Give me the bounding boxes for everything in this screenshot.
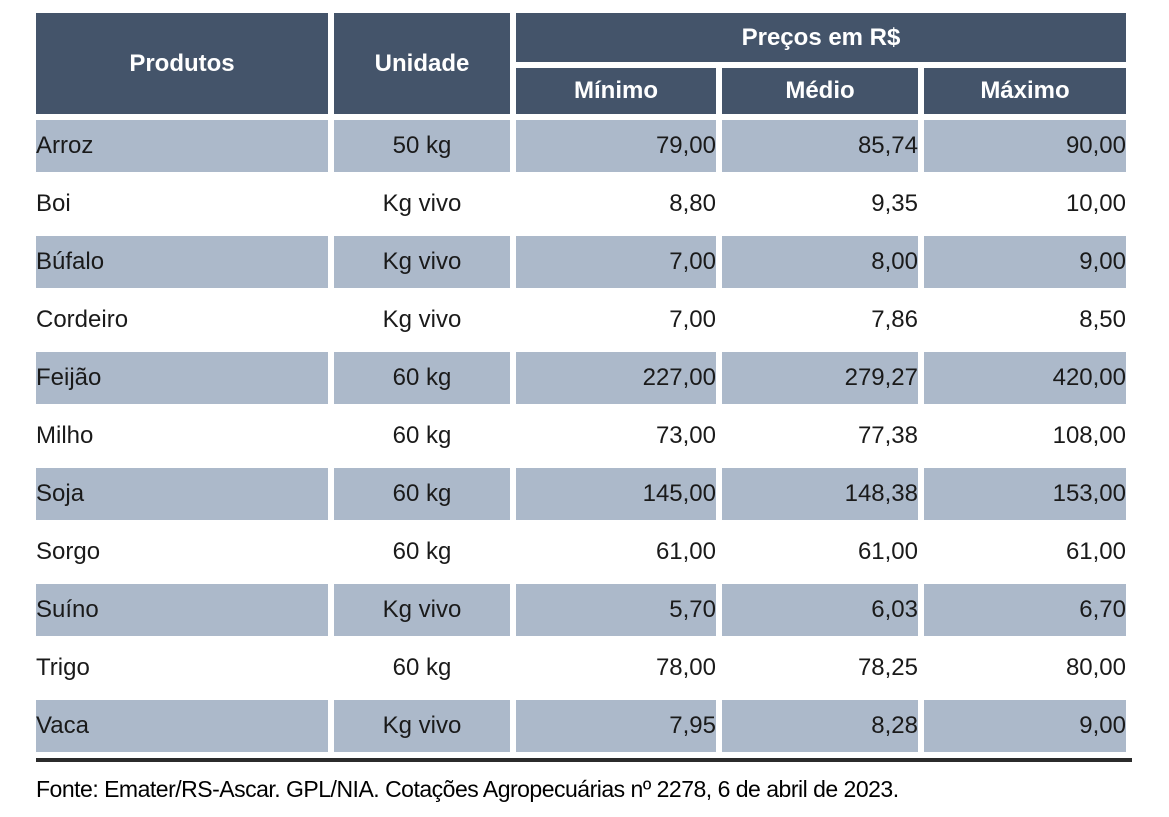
max-cell: 8,50 — [924, 294, 1126, 346]
unit-cell: 60 kg — [334, 410, 510, 462]
avg-cell: 8,00 — [722, 236, 918, 288]
unit-cell: Kg vivo — [334, 700, 510, 752]
max-cell: 61,00 — [924, 526, 1126, 578]
table-row-soja: Soja 60 kg 145,00 148,38 153,00 — [36, 468, 1126, 520]
max-cell: 9,00 — [924, 700, 1126, 752]
product-cell: Sorgo — [36, 526, 328, 578]
max-cell: 90,00 — [924, 120, 1126, 172]
unit-cell: 60 kg — [334, 468, 510, 520]
table-body: Arroz 50 kg 79,00 85,74 90,00 Boi Kg viv… — [36, 120, 1126, 752]
avg-cell: 85,74 — [722, 120, 918, 172]
product-cell: Trigo — [36, 642, 328, 694]
avg-cell: 9,35 — [722, 178, 918, 230]
avg-cell: 7,86 — [722, 294, 918, 346]
header-maximo: Máximo — [924, 68, 1126, 114]
min-cell: 7,00 — [516, 236, 716, 288]
unit-cell: Kg vivo — [334, 178, 510, 230]
product-cell: Vaca — [36, 700, 328, 752]
product-cell: Boi — [36, 178, 328, 230]
table-row-arroz: Arroz 50 kg 79,00 85,74 90,00 — [36, 120, 1126, 172]
min-cell: 78,00 — [516, 642, 716, 694]
unit-cell: Kg vivo — [334, 584, 510, 636]
min-cell: 8,80 — [516, 178, 716, 230]
min-cell: 227,00 — [516, 352, 716, 404]
unit-cell: 50 kg — [334, 120, 510, 172]
unit-cell: 60 kg — [334, 526, 510, 578]
header-minimo: Mínimo — [516, 68, 716, 114]
table-row-vaca: Vaca Kg vivo 7,95 8,28 9,00 — [36, 700, 1126, 752]
max-cell: 153,00 — [924, 468, 1126, 520]
max-cell: 6,70 — [924, 584, 1126, 636]
max-cell: 80,00 — [924, 642, 1126, 694]
max-cell: 420,00 — [924, 352, 1126, 404]
min-cell: 61,00 — [516, 526, 716, 578]
header-precos-group: Preços em R$ — [516, 13, 1126, 62]
table-row-milho: Milho 60 kg 73,00 77,38 108,00 — [36, 410, 1126, 462]
prices-table: Produtos Unidade Preços em R$ Mínimo Méd… — [30, 7, 1132, 758]
avg-cell: 279,27 — [722, 352, 918, 404]
min-cell: 73,00 — [516, 410, 716, 462]
min-cell: 79,00 — [516, 120, 716, 172]
table-row-cordeiro: Cordeiro Kg vivo 7,00 7,86 8,50 — [36, 294, 1126, 346]
min-cell: 145,00 — [516, 468, 716, 520]
product-cell: Feijão — [36, 352, 328, 404]
avg-cell: 148,38 — [722, 468, 918, 520]
source-note: Fonte: Emater/RS-Ascar. GPL/NIA. Cotaçõe… — [36, 776, 899, 802]
product-cell: Búfalo — [36, 236, 328, 288]
min-cell: 5,70 — [516, 584, 716, 636]
unit-cell: Kg vivo — [334, 236, 510, 288]
header-produtos: Produtos — [36, 13, 328, 114]
avg-cell: 8,28 — [722, 700, 918, 752]
table-row-sorgo: Sorgo 60 kg 61,00 61,00 61,00 — [36, 526, 1126, 578]
avg-cell: 6,03 — [722, 584, 918, 636]
header-row-sub: Mínimo Médio Máximo — [36, 68, 1126, 114]
unit-cell: 60 kg — [334, 642, 510, 694]
max-cell: 108,00 — [924, 410, 1126, 462]
table-row-suino: Suíno Kg vivo 5,70 6,03 6,70 — [36, 584, 1126, 636]
unit-cell: 60 kg — [334, 352, 510, 404]
min-cell: 7,95 — [516, 700, 716, 752]
avg-cell: 61,00 — [722, 526, 918, 578]
product-cell: Cordeiro — [36, 294, 328, 346]
product-cell: Arroz — [36, 120, 328, 172]
product-cell: Soja — [36, 468, 328, 520]
header-medio: Médio — [722, 68, 918, 114]
min-cell: 7,00 — [516, 294, 716, 346]
header-unidade: Unidade — [334, 13, 510, 114]
table-row-feijao: Feijão 60 kg 227,00 279,27 420,00 — [36, 352, 1126, 404]
unit-cell: Kg vivo — [334, 294, 510, 346]
table-bottom-rule — [36, 758, 1132, 762]
avg-cell: 78,25 — [722, 642, 918, 694]
table-row-trigo: Trigo 60 kg 78,00 78,25 80,00 — [36, 642, 1126, 694]
avg-cell: 77,38 — [722, 410, 918, 462]
max-cell: 10,00 — [924, 178, 1126, 230]
table-header: Produtos Unidade Preços em R$ Mínimo Méd… — [36, 13, 1126, 114]
prices-table-container: Produtos Unidade Preços em R$ Mínimo Méd… — [30, 7, 1132, 803]
table-row-boi: Boi Kg vivo 8,80 9,35 10,00 — [36, 178, 1126, 230]
max-cell: 9,00 — [924, 236, 1126, 288]
header-row-group: Produtos Unidade Preços em R$ — [36, 13, 1126, 114]
product-cell: Suíno — [36, 584, 328, 636]
table-row-bufalo: Búfalo Kg vivo 7,00 8,00 9,00 — [36, 236, 1126, 288]
product-cell: Milho — [36, 410, 328, 462]
